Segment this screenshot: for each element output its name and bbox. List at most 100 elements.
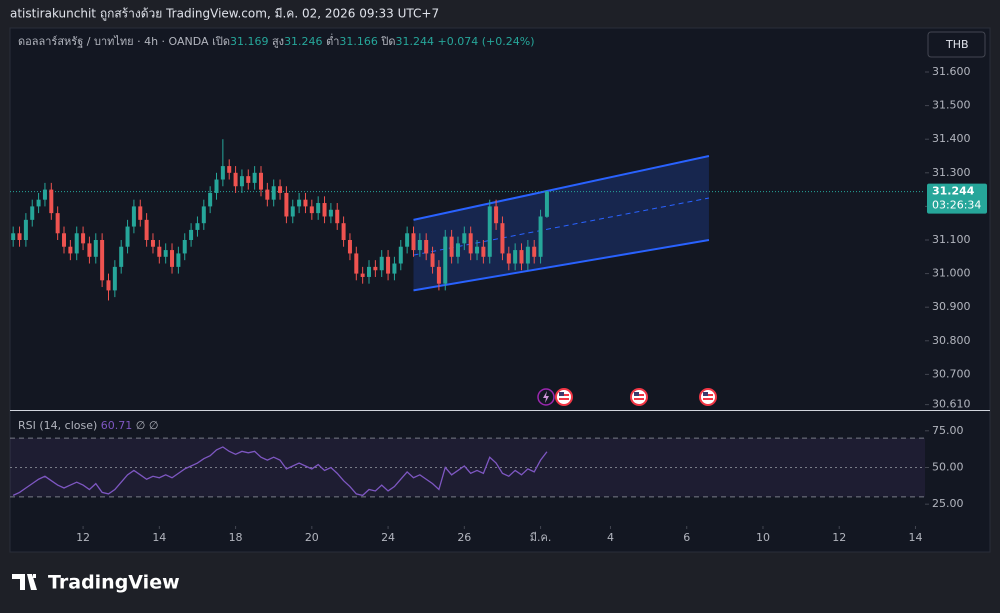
candle-body bbox=[335, 209, 340, 224]
ohlc-label: ต่ำ bbox=[326, 33, 339, 48]
y-tick-label: 30.800 bbox=[932, 334, 971, 347]
candle-body bbox=[367, 266, 372, 277]
candle-body bbox=[316, 203, 321, 214]
lightning bbox=[543, 391, 549, 403]
x-tick-label: 12 bbox=[76, 531, 90, 544]
y-tick-label: 30.700 bbox=[932, 367, 971, 380]
candle-body bbox=[309, 206, 314, 214]
x-tick-label: 20 bbox=[305, 531, 319, 544]
candle-body bbox=[265, 189, 270, 200]
legend: ดอลลาร์สหรัฐ / บาทไทย · 4h · OANDA เปิด3… bbox=[18, 33, 534, 48]
candle-body bbox=[455, 243, 460, 257]
y-tick-label: 31.400 bbox=[932, 132, 971, 145]
candle-body bbox=[373, 266, 378, 271]
candle-body bbox=[23, 219, 28, 240]
candle-body bbox=[341, 223, 346, 240]
y-tick-label: 25.00 bbox=[932, 497, 964, 510]
candle-body bbox=[297, 199, 302, 207]
candle-body bbox=[386, 256, 391, 274]
flag-icon[interactable] bbox=[699, 388, 717, 406]
channel-line bbox=[413, 155, 710, 221]
y-tick-label: 50.00 bbox=[932, 460, 964, 473]
brand-name: TradingView bbox=[48, 572, 180, 594]
candle-body bbox=[62, 233, 67, 247]
candle-body bbox=[271, 186, 276, 200]
ohlc-value: 31.166 bbox=[339, 35, 378, 48]
x-tick-label: 10 bbox=[756, 531, 770, 544]
candle-body bbox=[81, 233, 86, 244]
candle-body bbox=[525, 246, 530, 264]
candle-body bbox=[494, 206, 499, 224]
candle-body bbox=[220, 166, 225, 180]
candle-body bbox=[36, 199, 41, 207]
candle-body bbox=[443, 236, 448, 284]
ohlc-label: ปิด bbox=[380, 35, 395, 48]
candle-body bbox=[208, 192, 213, 207]
candle-body bbox=[347, 239, 352, 254]
rsi-band bbox=[10, 438, 925, 497]
candle-body bbox=[500, 223, 505, 254]
candle-body bbox=[30, 206, 35, 220]
candle-body bbox=[462, 233, 467, 244]
candle-body bbox=[449, 236, 454, 257]
ohlc-label: สูง bbox=[272, 35, 284, 48]
candle-body bbox=[106, 280, 111, 291]
x-tick-label: 18 bbox=[229, 531, 243, 544]
candle-body bbox=[544, 191, 549, 217]
y-tick-label: 31.600 bbox=[932, 65, 971, 78]
candle-body bbox=[131, 206, 136, 227]
candle-body bbox=[303, 199, 308, 207]
currency-label: THB bbox=[945, 38, 969, 51]
candle-body bbox=[42, 189, 47, 200]
candle-body bbox=[475, 246, 480, 254]
symbol: ดอลลาร์สหรัฐ / บาทไทย · 4h · OANDA bbox=[18, 35, 209, 48]
x-tick-label: 14 bbox=[152, 531, 166, 544]
candle-body bbox=[49, 189, 54, 214]
candle-body bbox=[278, 186, 283, 193]
candle-body bbox=[176, 253, 181, 267]
y-tick-label: 31.100 bbox=[932, 233, 971, 246]
candle-body bbox=[411, 233, 416, 251]
candle-body bbox=[100, 239, 105, 281]
candle-body bbox=[392, 263, 397, 274]
flag-icon[interactable] bbox=[555, 388, 573, 406]
ohlc-value: 31.244 bbox=[396, 35, 435, 48]
candle-body bbox=[11, 233, 16, 240]
ohlc-value: 31.169 bbox=[230, 35, 269, 48]
candle-body bbox=[360, 273, 365, 277]
candle-body bbox=[430, 253, 435, 267]
candle-body bbox=[424, 239, 429, 254]
candle-body bbox=[170, 250, 175, 267]
candle-body bbox=[322, 203, 327, 217]
chart-panel bbox=[9, 27, 991, 553]
event-icons bbox=[537, 388, 717, 406]
y-tick-label: 31.000 bbox=[932, 267, 971, 280]
candle-body bbox=[214, 179, 219, 193]
candle-body bbox=[125, 226, 130, 247]
change: +0.074 (+0.24%) bbox=[438, 35, 535, 48]
candle-body bbox=[233, 172, 238, 187]
candle-body bbox=[481, 246, 486, 257]
channel-line bbox=[413, 239, 710, 292]
candle-body bbox=[532, 246, 537, 257]
x-tick-label: 26 bbox=[457, 531, 471, 544]
rsi-line bbox=[12, 446, 548, 497]
x-tick-label: มี.ค. bbox=[530, 531, 552, 544]
candle-body bbox=[138, 206, 143, 220]
flag-icon[interactable] bbox=[630, 388, 648, 406]
ohlc-label: เปิด bbox=[212, 35, 230, 48]
price-label: 31.244 bbox=[932, 185, 975, 198]
candle-body bbox=[513, 250, 518, 264]
countdown: 03:26:34 bbox=[932, 199, 981, 212]
candle-body bbox=[17, 233, 22, 240]
rsi-title: RSI (14, close) bbox=[18, 419, 97, 432]
currency-button[interactable] bbox=[927, 31, 986, 58]
candle-body bbox=[144, 219, 149, 240]
candle-body bbox=[506, 253, 511, 264]
channel-fill bbox=[413, 156, 709, 291]
candle-body bbox=[246, 176, 251, 183]
candle-body bbox=[538, 216, 543, 257]
candle-body bbox=[436, 266, 441, 284]
candle-body bbox=[74, 233, 79, 254]
candle-body bbox=[252, 172, 257, 183]
